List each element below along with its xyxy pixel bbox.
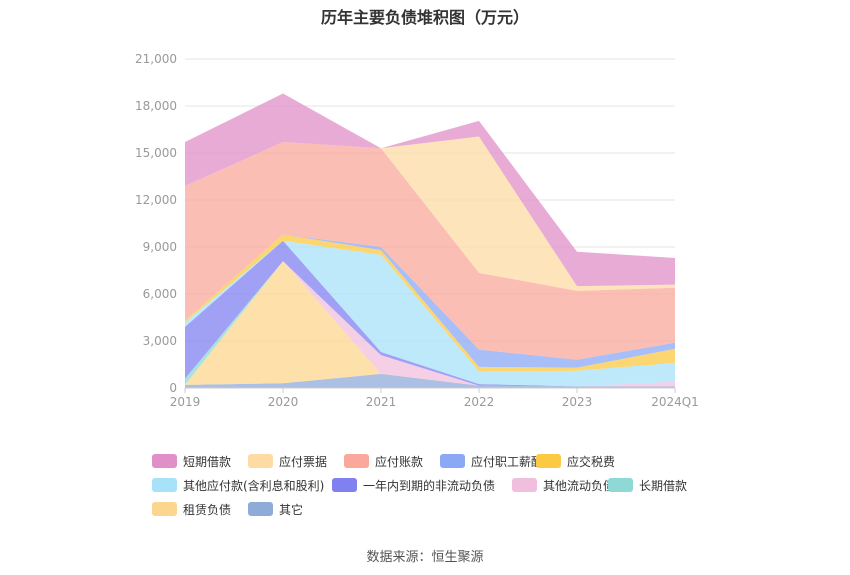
legend-label: 其他流动负债	[543, 478, 616, 493]
area-一年内到期的非流动负债	[185, 240, 675, 387]
legend-label: 长期借款	[639, 478, 688, 493]
legend-label: 应付账款	[375, 454, 424, 469]
legend-swatch	[440, 454, 465, 468]
legend-label: 其它	[279, 502, 304, 517]
y-tick-label: 21,000	[135, 52, 177, 66]
area-应付票据	[185, 136, 675, 291]
x-tick-label: 2020	[268, 395, 299, 409]
x-tick-label: 2023	[562, 395, 593, 409]
legend-label: 短期借款	[183, 454, 232, 469]
y-tick-label: 15,000	[135, 146, 177, 160]
legend-item[interactable]: 租赁负债	[152, 501, 248, 518]
legend-label: 应交税费	[567, 454, 616, 469]
legend: 短期借款 应付票据 应付账款 应付职工薪酬 应交税费其他应付款(含利息和股利) 一年内到期…	[152, 449, 732, 521]
legend-swatch	[152, 478, 177, 492]
y-tick-label: 9,000	[143, 240, 177, 254]
legend-swatch	[332, 478, 357, 492]
legend-swatch	[152, 502, 177, 516]
legend-item[interactable]: 短期借款	[152, 453, 248, 470]
area-应付账款	[185, 142, 675, 360]
legend-swatch	[512, 478, 537, 492]
area-短期借款	[185, 93, 675, 287]
legend-swatch	[344, 454, 369, 468]
source-note: 数据来源：恒生聚源	[366, 550, 484, 565]
x-tick-label: 2021	[366, 395, 397, 409]
y-tick-label: 6,000	[143, 287, 177, 301]
legend-row: 其他应付款(含利息和股利) 一年内到期的非流动负债 其他流动负债 长期借款	[152, 473, 732, 497]
x-tick-label: 2019	[170, 395, 201, 409]
legend-label: 租赁负债	[183, 502, 232, 517]
area-应付职工薪酬	[185, 234, 675, 368]
legend-item[interactable]: 一年内到期的非流动负债	[332, 477, 512, 494]
legend-item[interactable]: 应付职工薪酬	[440, 453, 543, 470]
legend-label: 其他应付款(含利息和股利)	[183, 478, 325, 493]
legend-item[interactable]: 应付票据	[248, 453, 344, 470]
legend-row: 租赁负债 其它	[152, 497, 732, 521]
chart-title: 历年主要负债堆积图（万元）	[320, 8, 529, 27]
area-series	[185, 93, 675, 388]
legend-item[interactable]: 其他流动负债	[512, 477, 615, 494]
y-tick-label: 0	[169, 381, 177, 395]
legend-swatch	[608, 478, 633, 492]
legend-label: 应付职工薪酬	[471, 454, 544, 469]
legend-label: 一年内到期的非流动负债	[363, 478, 496, 493]
legend-row: 短期借款 应付票据 应付账款 应付职工薪酬 应交税费	[152, 449, 732, 473]
legend-swatch	[248, 454, 273, 468]
x-tick-label: 2022	[464, 395, 495, 409]
legend-swatch	[536, 454, 561, 468]
area-其他应付款(含利息和股利)	[185, 240, 675, 387]
legend-label: 应付票据	[279, 454, 328, 469]
x-tick-label: 2024Q1	[651, 395, 699, 409]
legend-item[interactable]: 应付账款	[344, 453, 440, 470]
y-tick-label: 18,000	[135, 99, 177, 113]
legend-item[interactable]: 其他应付款(含利息和股利)	[152, 477, 332, 494]
y-tick-label: 12,000	[135, 193, 177, 207]
area-其它	[185, 373, 675, 388]
legend-item[interactable]: 其它	[248, 501, 344, 518]
legend-item[interactable]: 长期借款	[608, 477, 704, 494]
axes: 0 3,000 6,000 9,000 12,000 15,000 18,000 21,000…	[135, 52, 699, 409]
legend-item[interactable]: 应交税费	[536, 453, 632, 470]
chart-plot: 0 3,000 6,000 9,000 12,000 15,000 18,000 21,000…	[135, 52, 699, 409]
legend-swatch	[152, 454, 177, 468]
area-租赁负债	[185, 261, 675, 387]
y-tick-label: 3,000	[143, 334, 177, 348]
legend-swatch	[248, 502, 273, 516]
